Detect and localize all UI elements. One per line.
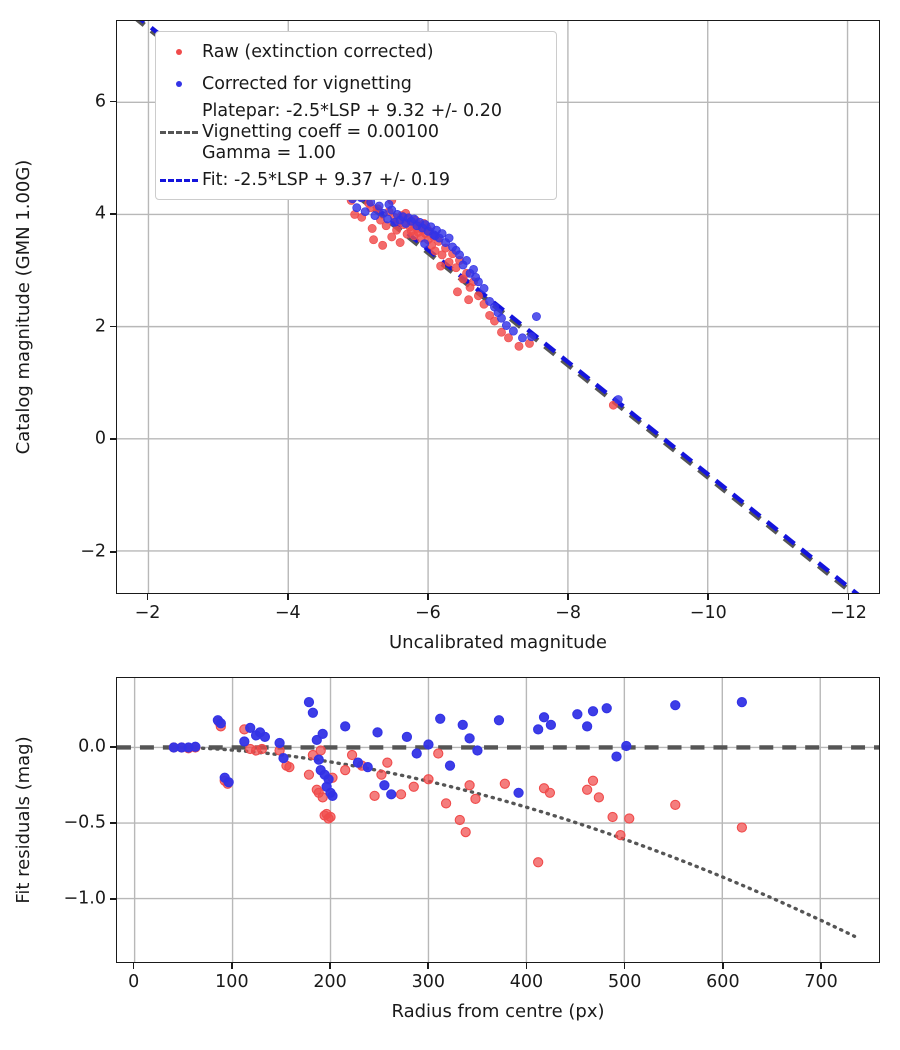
resid-xticklabel: 300 [411, 972, 445, 992]
top-yaxis-title: Catalog magnitude (GMN 1.00G) [13, 159, 34, 455]
resid-ytick [110, 822, 116, 824]
resid-xticklabel: 600 [706, 972, 740, 992]
top-yticklabel: 4 [94, 203, 106, 224]
top-xticklabel: −4 [274, 603, 301, 623]
top-xticklabel: −12 [829, 603, 867, 623]
top-xticklabel: −6 [415, 603, 441, 623]
top-yticklabel: −2 [80, 541, 106, 562]
top-yticklabel: 0 [94, 428, 106, 449]
resid-xtick [722, 963, 724, 969]
legend-label-raw: Raw (extinction corrected) [202, 41, 434, 62]
resid-xtick [329, 963, 331, 969]
resid-yticklabel: −1.0 [63, 888, 107, 909]
resid-ytick [110, 746, 116, 748]
legend: Raw (extinction corrected) Corrected for… [155, 31, 557, 200]
grey-dashed-line-icon [156, 122, 202, 142]
top-xtick [707, 594, 710, 600]
top-xticklabel: −10 [689, 603, 727, 623]
top-xticklabel: −8 [555, 603, 581, 623]
resid-xtick [623, 963, 626, 969]
legend-label-corrected: Corrected for vignetting [202, 73, 412, 94]
top-xticklabel: −2 [134, 603, 161, 623]
resid-yaxis-title: Fit residuals (mag) [13, 736, 34, 904]
red-dot-icon [156, 42, 202, 62]
legend-label-fit: Fit: -2.5*LSP + 9.37 +/- 0.19 [202, 169, 450, 190]
resid-xtick [132, 963, 135, 969]
legend-label-platepar: Platepar: -2.5*LSP + 9.32 +/- 0.20 Vignet… [202, 100, 502, 163]
resid-xticklabel: 500 [607, 972, 642, 992]
top-ytick [110, 550, 116, 553]
legend-entry-corrected: Corrected for vignetting [156, 70, 556, 98]
resid-yticklabel: 0.0 [78, 736, 106, 757]
fit-residuals-canvas [117, 678, 879, 962]
resid-xtick [820, 963, 822, 969]
top-ytick [110, 213, 116, 215]
top-yticklabel: 2 [94, 315, 106, 336]
resid-xtick [427, 963, 430, 969]
top-xtick [286, 594, 289, 600]
top-xtick [847, 594, 850, 600]
resid-xticklabel: 400 [509, 972, 544, 992]
resid-xticklabel: 0 [128, 972, 140, 992]
legend-entry-raw: Raw (extinction corrected) [156, 38, 556, 66]
top-xtick [146, 594, 149, 600]
top-yticklabel: 6 [94, 90, 106, 111]
blue-dot-icon [156, 74, 202, 94]
resid-xtick [525, 963, 528, 969]
top-ytick [110, 438, 116, 441]
resid-xticklabel: 200 [313, 972, 347, 992]
resid-yticklabel: −0.5 [63, 812, 107, 833]
blue-dashed-line-icon [156, 170, 202, 190]
top-ytick [110, 100, 116, 103]
top-xtick [567, 594, 569, 600]
resid-ytick [110, 898, 116, 900]
resid-corrected-points [168, 697, 748, 801]
resid-xaxis-title: Radius from centre (px) [391, 1001, 605, 1022]
resid-xticklabel: 700 [804, 972, 838, 992]
resid-xticklabel: 100 [215, 972, 249, 992]
legend-entry-fit: Fit: -2.5*LSP + 9.37 +/- 0.19 [156, 166, 556, 194]
fit-residuals-plot [116, 677, 880, 963]
top-xtick [427, 594, 429, 600]
top-ytick [110, 325, 116, 328]
top-xaxis-title: Uncalibrated magnitude [388, 632, 608, 653]
resid-xtick [231, 963, 233, 969]
legend-entry-platepar: Platepar: -2.5*LSP + 9.32 +/- 0.20 Vignet… [156, 100, 556, 163]
